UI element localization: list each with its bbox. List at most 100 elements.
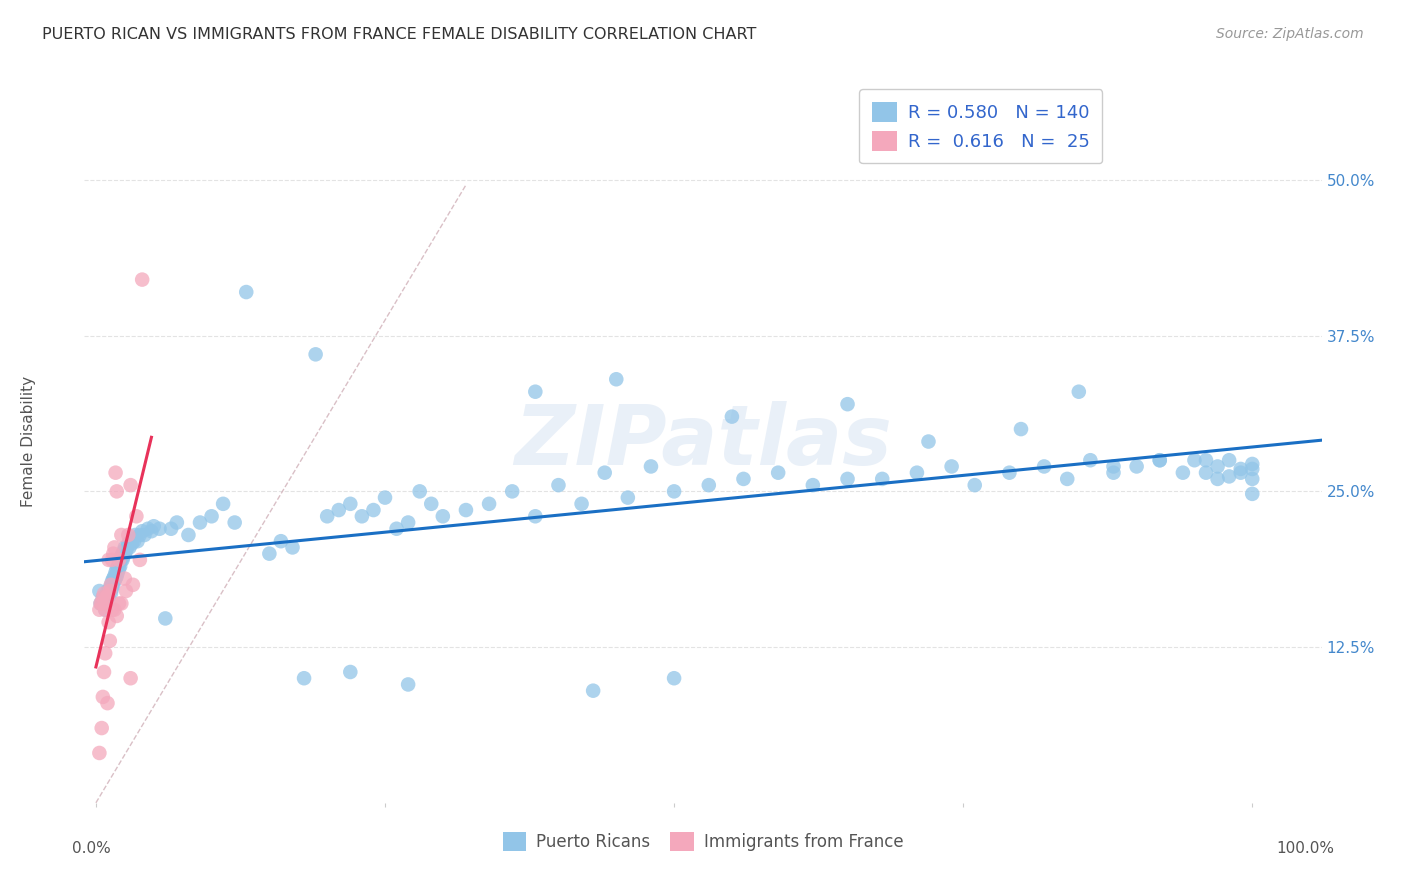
- Point: [118, 541, 141, 555]
- Point: [259, 547, 281, 561]
- Point: [998, 466, 1021, 480]
- Point: [122, 578, 145, 592]
- Point: [363, 503, 385, 517]
- Point: [97, 553, 120, 567]
- Point: [281, 541, 304, 555]
- Point: [1171, 466, 1194, 480]
- Point: [108, 561, 131, 575]
- Point: [766, 466, 789, 480]
- Point: [98, 584, 121, 599]
- Point: [103, 574, 125, 588]
- Point: [593, 466, 616, 480]
- Point: [108, 597, 131, 611]
- Point: [128, 553, 150, 567]
- Point: [1218, 469, 1240, 483]
- Point: [91, 591, 114, 605]
- Point: [96, 591, 118, 605]
- Point: [396, 677, 419, 691]
- Point: [98, 582, 121, 596]
- Point: [96, 591, 118, 605]
- Point: [1241, 472, 1264, 486]
- Point: [316, 509, 339, 524]
- Point: [501, 484, 523, 499]
- Point: [142, 519, 165, 533]
- Point: [350, 509, 373, 524]
- Point: [1241, 462, 1264, 476]
- Point: [108, 553, 131, 567]
- Point: [97, 586, 120, 600]
- Point: [111, 553, 134, 567]
- Point: [292, 671, 315, 685]
- Point: [105, 609, 128, 624]
- Point: [104, 566, 127, 580]
- Point: [110, 549, 132, 563]
- Point: [941, 459, 963, 474]
- Point: [107, 559, 129, 574]
- Point: [1241, 457, 1264, 471]
- Point: [131, 524, 153, 539]
- Point: [134, 528, 156, 542]
- Point: [224, 516, 246, 530]
- Point: [112, 549, 135, 563]
- Point: [304, 347, 326, 361]
- Point: [120, 671, 142, 685]
- Point: [420, 497, 443, 511]
- Point: [89, 746, 111, 760]
- Point: [963, 478, 986, 492]
- Point: [103, 569, 125, 583]
- Point: [114, 541, 136, 555]
- Point: [103, 603, 125, 617]
- Point: [90, 597, 112, 611]
- Point: [120, 534, 142, 549]
- Point: [141, 524, 163, 539]
- Point: [115, 541, 138, 555]
- Point: [93, 591, 115, 605]
- Point: [1149, 453, 1171, 467]
- Point: [89, 584, 111, 599]
- Point: [124, 528, 146, 542]
- Point: [617, 491, 640, 505]
- Point: [339, 497, 361, 511]
- Point: [1195, 453, 1218, 467]
- Point: [837, 397, 859, 411]
- Point: [110, 597, 132, 611]
- Text: PUERTO RICAN VS IMMIGRANTS FROM FRANCE FEMALE DISABILITY CORRELATION CHART: PUERTO RICAN VS IMMIGRANTS FROM FRANCE F…: [42, 27, 756, 42]
- Point: [117, 528, 139, 542]
- Point: [110, 553, 132, 567]
- Point: [1125, 459, 1147, 474]
- Point: [1206, 472, 1229, 486]
- Point: [905, 466, 928, 480]
- Point: [385, 522, 408, 536]
- Point: [107, 566, 129, 580]
- Point: [166, 516, 188, 530]
- Point: [100, 586, 122, 600]
- Point: [98, 633, 121, 648]
- Point: [524, 384, 547, 399]
- Point: [547, 478, 569, 492]
- Point: [571, 497, 593, 511]
- Point: [605, 372, 627, 386]
- Point: [1218, 453, 1240, 467]
- Point: [801, 478, 824, 492]
- Point: [662, 671, 685, 685]
- Legend: Puerto Ricans, Immigrants from France: Puerto Ricans, Immigrants from France: [495, 824, 911, 860]
- Point: [94, 603, 117, 617]
- Point: [91, 591, 114, 605]
- Point: [662, 484, 685, 499]
- Point: [328, 503, 350, 517]
- Point: [122, 532, 145, 546]
- Point: [105, 569, 128, 583]
- Y-axis label: Female Disability: Female Disability: [21, 376, 35, 508]
- Point: [131, 272, 153, 286]
- Point: [94, 591, 117, 605]
- Point: [188, 516, 211, 530]
- Point: [108, 559, 131, 574]
- Point: [90, 597, 112, 611]
- Point: [1149, 453, 1171, 467]
- Point: [1080, 453, 1102, 467]
- Point: [148, 522, 170, 536]
- Point: [1033, 459, 1056, 474]
- Point: [136, 522, 159, 536]
- Point: [104, 572, 127, 586]
- Point: [89, 603, 111, 617]
